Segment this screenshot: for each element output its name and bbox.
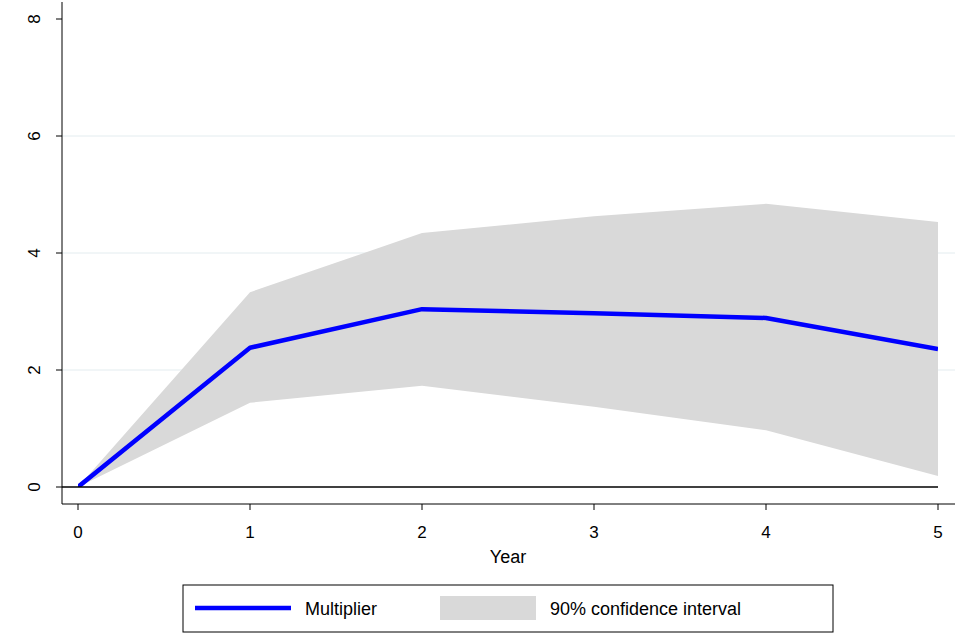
x-tick-label: 0 <box>73 523 82 542</box>
x-tick-label: 3 <box>589 523 598 542</box>
x-axis <box>62 504 955 505</box>
legend-swatch <box>195 606 291 611</box>
x-tick <box>78 504 79 510</box>
x-tick <box>938 504 939 510</box>
legend: Multiplier 90% confidence interval <box>183 585 833 632</box>
y-tick <box>56 19 62 20</box>
y-tick-label: 2 <box>25 365 44 374</box>
y-tick <box>56 136 62 137</box>
x-tick <box>422 504 423 510</box>
y-tick <box>56 487 62 488</box>
x-tick <box>766 504 767 510</box>
y-tick-label: 6 <box>25 131 44 140</box>
confidence-band <box>78 204 938 487</box>
legend-box <box>183 585 833 632</box>
y-tick-label: 0 <box>25 482 44 491</box>
x-tick <box>250 504 251 510</box>
legend-label: Multiplier <box>305 599 377 619</box>
grid-line <box>62 136 955 137</box>
x-tick-label: 4 <box>761 523 770 542</box>
y-tick <box>56 370 62 371</box>
x-tick-label: 1 <box>245 523 254 542</box>
y-tick-label: 4 <box>25 248 44 257</box>
x-tick-label: 5 <box>933 523 942 542</box>
x-tick <box>594 504 595 510</box>
x-tick-label: 2 <box>417 523 426 542</box>
legend-swatch <box>440 596 536 620</box>
x-axis-label: Year <box>490 547 526 567</box>
multiplier-line <box>78 309 938 487</box>
chart: 0 2 4 6 8 0 1 2 3 4 5 Year Multiplier 90% confidence … <box>0 0 970 643</box>
legend-label: 90% confidence interval <box>550 599 741 619</box>
zero-line <box>62 486 938 488</box>
data-group <box>78 204 938 487</box>
y-tick-label: 8 <box>25 14 44 23</box>
y-tick <box>56 253 62 254</box>
